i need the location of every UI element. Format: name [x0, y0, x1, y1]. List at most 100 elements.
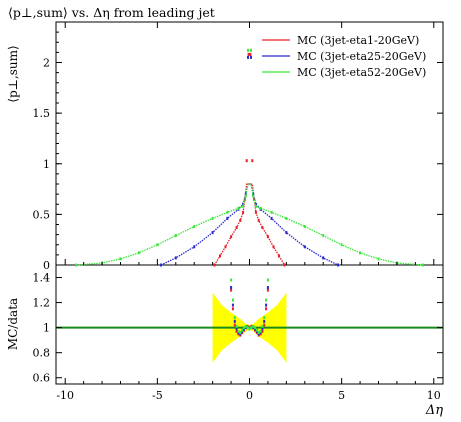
series-line	[76, 183, 423, 266]
ratio-point	[265, 298, 268, 302]
x-tick-label: 10	[427, 389, 441, 402]
data-point	[226, 216, 229, 220]
data-point	[213, 263, 216, 267]
data-point	[340, 243, 343, 247]
data-point	[270, 210, 273, 214]
data-point	[193, 225, 196, 228]
y-tick-label: 0	[43, 259, 50, 272]
ratio-point	[230, 278, 233, 282]
y-tick-label: 1	[43, 158, 50, 171]
ratio-point	[233, 316, 236, 320]
data-point	[242, 204, 245, 208]
ratio-y-axis-label: MC/data	[6, 298, 20, 350]
y-tick-label: 1.5	[33, 107, 51, 120]
data-point	[247, 48, 249, 52]
series-mc-3jet-eta25-20gev	[160, 55, 339, 267]
x-tick-label: 5	[338, 389, 345, 402]
data-point	[266, 235, 269, 239]
x-axis-label: Δη	[425, 403, 443, 418]
ratio-point	[261, 327, 264, 331]
data-point	[245, 159, 248, 163]
series-layer	[75, 48, 424, 267]
data-point	[226, 210, 229, 214]
ratio-point	[259, 329, 262, 333]
data-point	[224, 245, 227, 249]
data-point	[359, 251, 362, 255]
data-point	[252, 194, 255, 198]
ratio-point	[255, 328, 258, 332]
ratio-y-tick-label: 0.8	[33, 347, 51, 360]
data-point	[174, 234, 177, 238]
ratio-point	[233, 319, 236, 323]
ratio-point	[248, 327, 251, 331]
data-point	[250, 55, 252, 59]
series-mc-3jet-eta1-20gev	[213, 52, 286, 267]
ratio-point	[252, 324, 255, 328]
chart-title: ⟨p⊥,sum⟩ vs. Δη from leading jet	[8, 5, 215, 20]
legend-label: MC (3jet-eta25-20GeV)	[297, 50, 426, 63]
ratio-point	[263, 319, 266, 323]
ratio-point	[254, 326, 256, 330]
data-point	[272, 245, 275, 249]
data-point	[235, 226, 238, 229]
ratio-point	[241, 328, 244, 332]
data-point	[75, 263, 78, 267]
ratio-point	[235, 324, 238, 328]
top-y-axis-label: ⟨p⊥,sum⟩	[6, 45, 20, 102]
legend: MC (3jet-eta1-20GeV) MC (3jet-eta25-20GeV…	[262, 34, 426, 79]
data-point	[174, 256, 177, 260]
ratio-point	[231, 303, 234, 307]
ratio-y-tick-label: 1.4	[33, 272, 51, 285]
ratio-point	[263, 323, 266, 327]
x-tick-label: -10	[56, 389, 74, 402]
ratio-point	[250, 326, 253, 330]
data-point	[257, 218, 260, 222]
ratio-point	[239, 331, 242, 335]
data-point	[377, 257, 380, 261]
data-point	[278, 254, 280, 258]
data-point	[249, 52, 252, 56]
data-point	[137, 251, 140, 255]
data-point	[285, 231, 288, 235]
data-point	[211, 231, 214, 235]
data-point	[193, 245, 196, 249]
ratio-point	[257, 331, 260, 335]
data-point	[242, 210, 245, 214]
ratio-point	[261, 324, 264, 328]
data-point	[251, 159, 254, 163]
data-point	[322, 234, 325, 238]
ratio-point	[265, 307, 268, 311]
data-point	[303, 245, 306, 249]
data-point	[253, 197, 256, 201]
data-point	[160, 263, 162, 267]
ratio-point	[266, 288, 269, 292]
data-point	[211, 216, 214, 220]
series-mc-3jet-eta52-20gev	[75, 48, 424, 267]
ratio-point	[231, 298, 234, 302]
data-point	[230, 235, 233, 239]
data-point	[254, 210, 257, 214]
ratio-point	[266, 286, 269, 289]
ratio-y-tick-label: 0.6	[33, 372, 51, 385]
legend-label: MC (3jet-eta52-20GeV)	[297, 66, 426, 79]
data-point	[250, 48, 252, 52]
data-point	[421, 263, 424, 267]
data-point	[119, 257, 122, 261]
ratio-point	[235, 329, 238, 333]
data-point	[261, 226, 264, 229]
data-point	[285, 216, 288, 220]
ratio-series-layer	[230, 278, 269, 337]
ratio-panel-frame	[55, 264, 444, 385]
ratio-point	[246, 326, 249, 330]
data-point	[270, 216, 273, 220]
data-point	[254, 204, 257, 208]
x-tick-label: 0	[246, 389, 253, 402]
ratio-point	[233, 323, 236, 327]
data-point	[156, 243, 159, 247]
ticks-layer: -10 -5 0 5 10 0 0.5 1 1.5 2 0.6 0.8 1 1.2 1.4	[33, 22, 443, 402]
ratio-point	[230, 286, 233, 289]
data-point	[239, 218, 242, 222]
y-tick-label: 2	[43, 57, 50, 70]
ratio-point	[235, 327, 238, 331]
ratio-y-tick-label: 1.2	[33, 297, 51, 310]
